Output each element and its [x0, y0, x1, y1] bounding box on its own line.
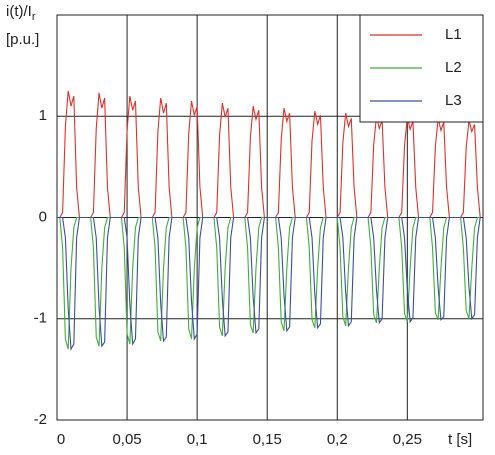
y-tick-label: 0	[39, 208, 47, 225]
y-tick-label: 1	[39, 107, 47, 124]
x-axis-label: t [s]	[448, 431, 472, 448]
y-label-sub: r	[32, 11, 36, 23]
x-tick-label: 0,15	[253, 431, 282, 448]
series-line	[57, 216, 481, 350]
legend-label: L3	[445, 92, 462, 109]
y-axis-label: i(t)/Ir	[6, 3, 36, 23]
y-label-main: i(t)/I	[6, 3, 32, 20]
x-tick-label: 0,2	[327, 431, 348, 448]
y-tick-label: -1	[34, 310, 47, 327]
y-tick-label: -2	[34, 411, 47, 428]
legend-label: L2	[445, 59, 462, 76]
x-tick-label: 0,05	[112, 431, 141, 448]
series-line	[57, 216, 481, 352]
x-tick-label: 0,25	[393, 431, 422, 448]
legend-label: L1	[445, 26, 462, 43]
x-tick-label: 0	[57, 431, 65, 448]
x-tick-label: 0,1	[187, 431, 208, 448]
y-axis-unit: [p.u.]	[6, 31, 39, 48]
